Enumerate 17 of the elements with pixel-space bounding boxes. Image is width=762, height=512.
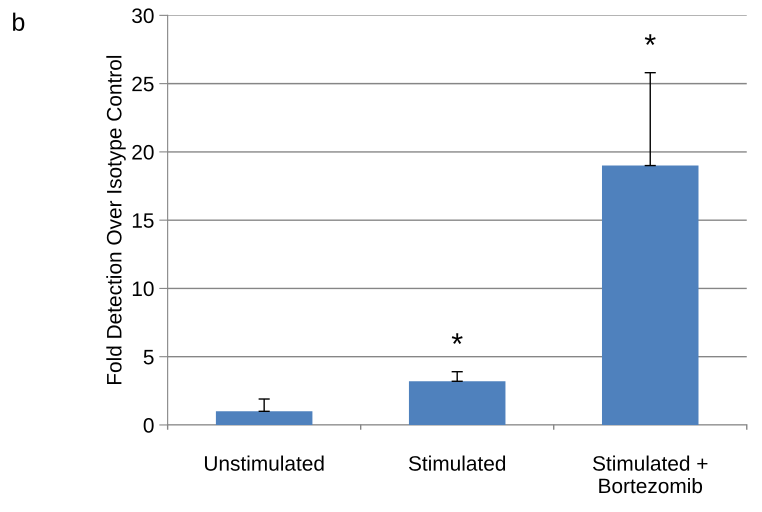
x-tick-label: Unstimulated [204, 456, 324, 471]
y-tick-label: 20 [132, 144, 154, 160]
x-tick-label: Stimulated + Bortezomib [592, 456, 708, 494]
y-tick-label: 5 [144, 350, 154, 364]
bar [216, 411, 312, 425]
annotation: * [644, 34, 656, 45]
y-tick-label: 25 [132, 76, 154, 92]
text: b [13, 12, 24, 31]
bar [602, 166, 698, 425]
annotation: * [452, 333, 463, 344]
y-tick-label: 15 [132, 213, 154, 228]
bar [408, 381, 506, 425]
y-tick-label: 10 [132, 281, 154, 296]
y-axis-title: Fold Detection Over Isotype Control [106, 56, 126, 384]
y-tick-label: 0 [144, 418, 154, 433]
x-tick-label: Stimulated [408, 456, 506, 471]
y-tick-label: 30 [132, 8, 154, 24]
